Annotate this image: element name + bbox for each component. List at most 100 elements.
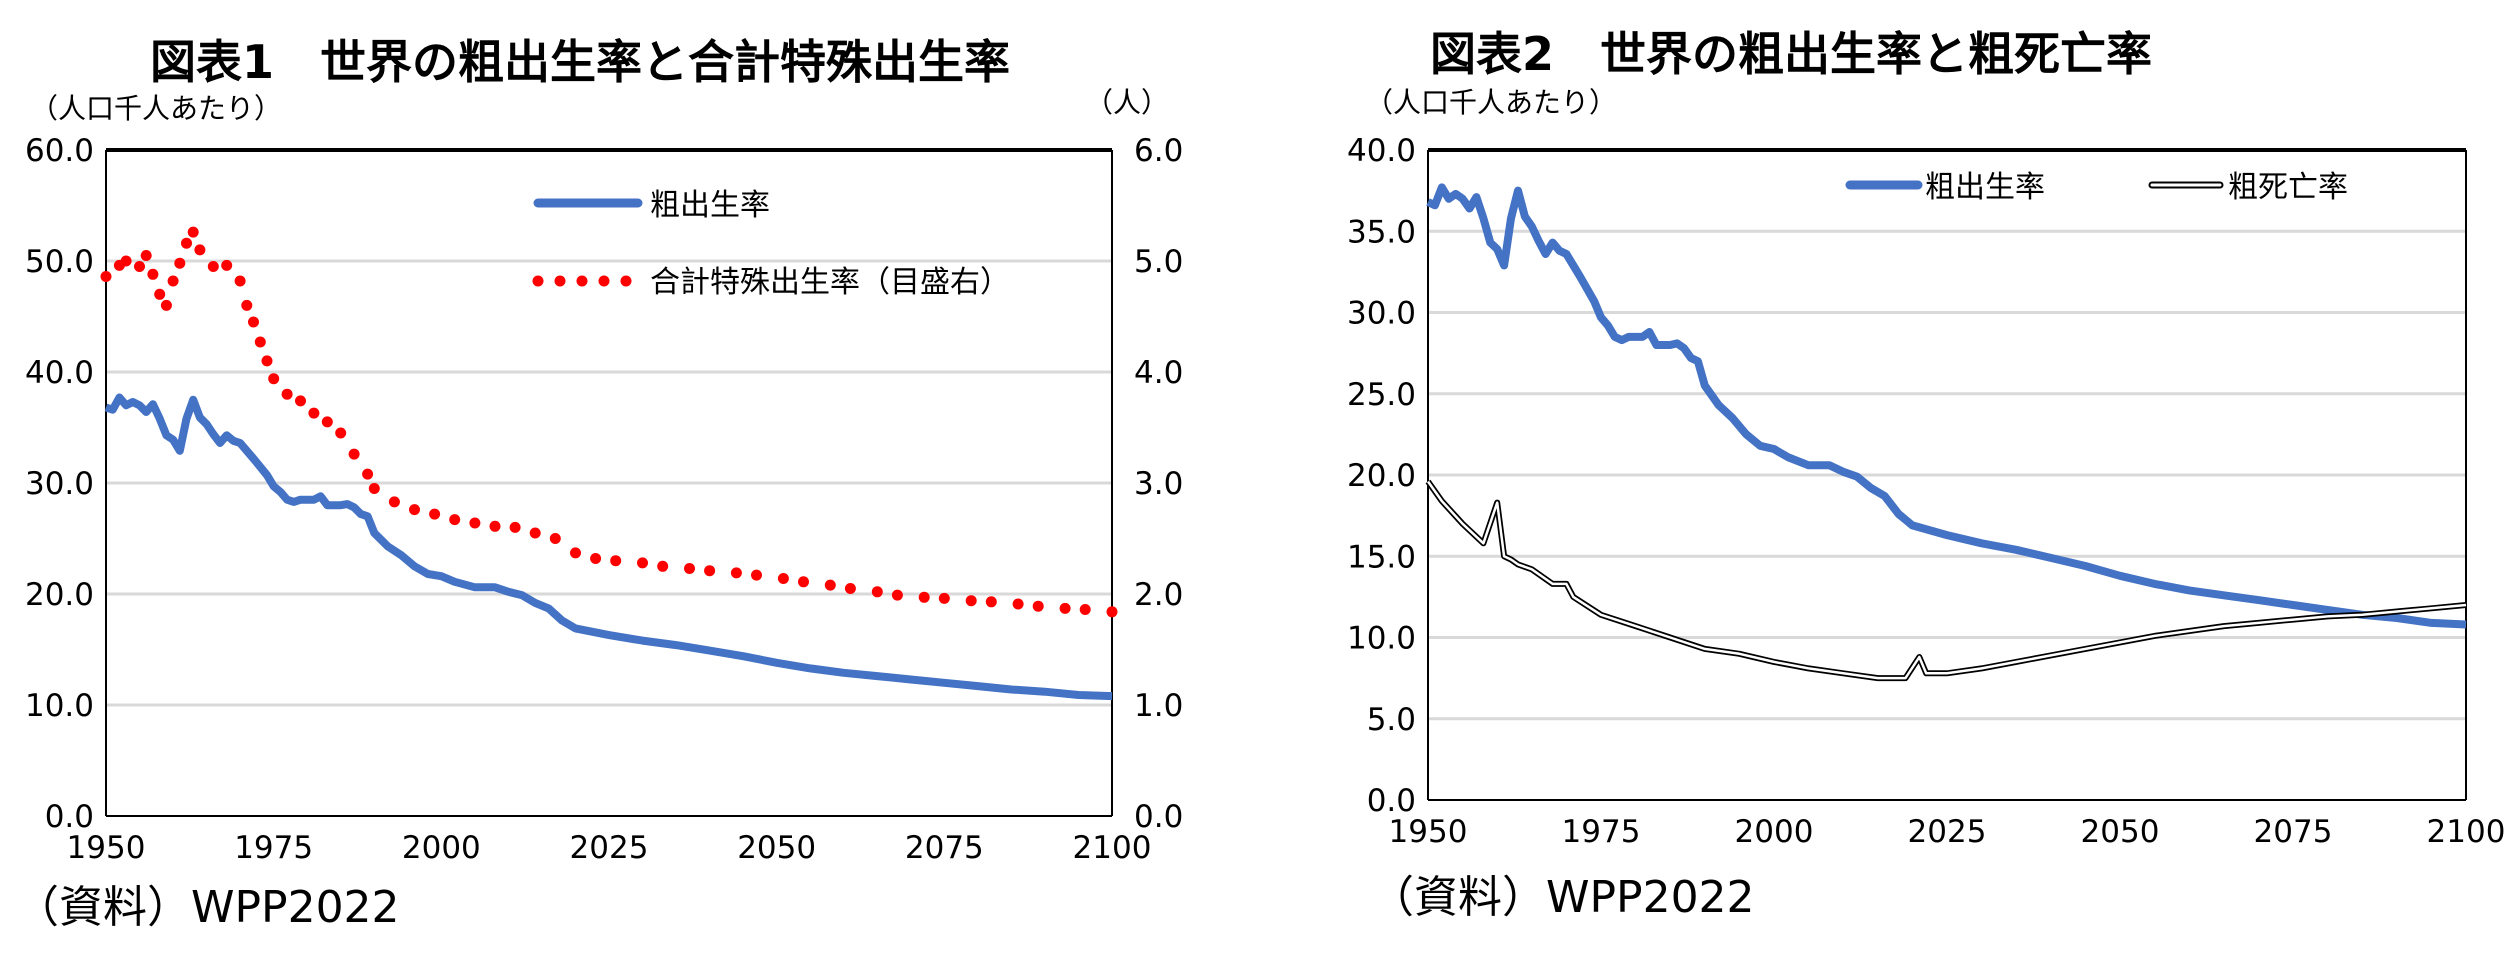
y-tick-label: 25.0 [1347,377,1416,413]
tfr-data-point [657,560,669,572]
tfr-data-point [730,567,742,579]
tfr-data-point [429,508,441,520]
tfr-data-point [449,514,461,526]
tfr-data-point [254,336,266,348]
tfr-data-point [637,557,648,569]
chart-1-plot: 0.0 10.0 20.0 30.0 40.0 50.0 60.0 0.0 1.0 2.0 3.0 4… [25,133,1183,866]
tfr-data-point [610,555,622,567]
legend-dot [598,275,610,287]
y-tick-label: 40.0 [1347,133,1416,169]
x-tick-label: 2050 [737,830,816,866]
crude-death-rate-line [1426,480,2467,680]
tfr-data-point [1079,604,1091,615]
x-tick-label: 2075 [2254,814,2333,850]
tfr-data-point [938,592,950,604]
tfr-data-point [489,520,501,532]
tfr-data-point [120,255,132,267]
tfr-data-point [268,373,280,385]
tfr-data-point [409,504,420,516]
tfr-data-point [187,226,199,238]
tfr-data-point [751,569,762,581]
tfr-data-point [549,533,561,544]
y2-tick-label: 1.0 [1134,688,1183,724]
x-tick-label: 2100 [2427,814,2506,850]
tfr-data-point [181,237,192,249]
x-tick-label: 1975 [234,830,313,866]
tfr-data-point [918,591,930,603]
tfr-data-point [281,388,293,400]
tfr-data-point [824,579,836,591]
tfr-data-point [985,596,997,608]
tfr-data-point [362,468,374,480]
x-tick-label: 2025 [570,830,649,866]
crude-birth-rate-line [104,393,1113,701]
chart-2-title: 図表2 世界の粗出生率と粗死亡率 [1430,27,2152,81]
tfr-data-point [1106,606,1118,618]
x-tick-label: 1950 [67,830,146,866]
tfr-data-point [798,576,809,588]
legend-dot [576,275,588,287]
tfr-data-point [509,521,521,533]
legend-dot [532,275,544,287]
crude-death-rate-line-outline [1425,479,2467,682]
chart-1-source: （資料）WPP2022 [15,882,400,933]
legend-dot [620,275,632,287]
y2-tick-label: 3.0 [1134,466,1183,502]
tfr-data-point [777,573,789,584]
y-tick-label: 50.0 [25,244,94,280]
x-tick-label: 2000 [402,830,481,866]
tfr-data-point [234,275,246,287]
tfr-data-point [871,586,883,598]
legend-label-tfr: 合計特殊出生率（目盛右） [650,265,1010,300]
tfr-data-point [221,259,233,271]
tfr-data-point [321,416,333,428]
y-tick-label: 30.0 [1347,296,1416,332]
tfr-data-point [1059,602,1071,614]
tfr-data-point [1032,600,1044,612]
tfr-data-point [965,595,977,607]
x-tick-label: 2050 [2081,814,2160,850]
chart-2-legend: 粗出生率 粗死亡率 [1845,170,2348,205]
tfr-data-point [147,268,159,280]
tfr-data-point [100,271,112,282]
chart-1-legend: 粗出生率 合計特殊出生率（目盛右） [532,188,1010,300]
tfr-data-point [469,517,481,529]
tfr-data-point [174,257,186,269]
tfr-data-point [154,288,166,300]
tfr-data-point [570,547,581,559]
y-tick-label: 30.0 [25,466,94,502]
chart-2: 図表2 世界の粗出生率と粗死亡率 （人口千人あたり） 0.0 5.0 10.0 15.… [1347,27,2505,923]
tfr-data-point [844,583,856,594]
tfr-data-point [704,565,716,577]
x-tick-label: 2025 [1908,814,1987,850]
x-tick-label: 2000 [1735,814,1814,850]
chart-1: 図表1 世界の粗出生率と合計特殊出生率 （人口千人あたり） （人） 0.0 10.… [15,35,1183,933]
legend-label-crude-birth-rate: 粗出生率 [1925,170,2045,205]
tfr-data-point [207,261,219,272]
chart-2-y-axis-label: （人口千人あたり） [1365,86,1617,119]
x-tick-label: 2100 [1073,830,1152,866]
y-tick-label: 20.0 [1347,458,1416,494]
tfr-data-point [160,299,172,311]
chart-2-plot: 0.0 5.0 10.0 15.0 20.0 25.0 30.0 35.0 40.0 1950 19… [1347,133,2505,850]
tfr-data-point [529,527,541,539]
tfr-data-point [1012,598,1024,610]
tfr-data-point [308,407,320,419]
y-tick-label: 10.0 [1347,621,1416,657]
chart-2-source: （資料）WPP2022 [1370,872,1755,923]
x-tick-label: 1950 [1389,814,1468,850]
tfr-data-point [261,355,273,367]
y-tick-label: 20.0 [25,577,94,613]
tfr-data-point [891,589,903,601]
tfr-data-point [134,261,145,272]
y-tick-label: 0.0 [1367,783,1416,819]
tfr-data-point [140,250,152,261]
tfr-data-point [684,563,695,574]
tfr-data-point [241,299,253,311]
tfr-data-point [248,316,259,328]
y-tick-label: 40.0 [25,355,94,391]
legend-swatch-tfr [532,275,632,287]
tfr-data-point [295,395,306,407]
tfr-data-point [348,448,360,460]
